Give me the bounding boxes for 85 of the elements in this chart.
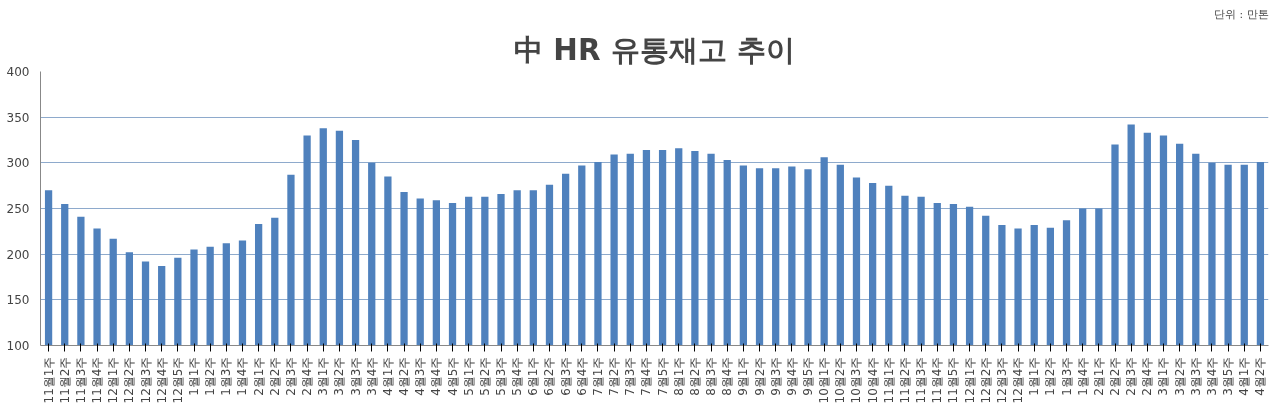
x-tick-label: 9월3주	[768, 356, 783, 396]
x-tick-label: 1월3주	[219, 356, 234, 396]
x-tick-label: 7월2주	[607, 356, 622, 396]
x-tick-label: 7월5주	[655, 356, 670, 396]
text: 단위 : 만톤	[1214, 7, 1269, 21]
x-tick-label: 1월2주	[1043, 356, 1058, 396]
x-tick-label: 11월1주	[881, 356, 896, 404]
x-tick-label: 8월2주	[687, 356, 702, 396]
x-tick-label: 2월1주	[251, 356, 266, 396]
x-tick-label: 4월1주	[1237, 356, 1252, 396]
x-tick-label: 11월3주	[73, 356, 88, 404]
y-tick-label: 200	[6, 247, 30, 262]
x-tick-label: 3월1주	[316, 356, 331, 396]
x-tick-label: 4월5주	[445, 356, 460, 396]
x-tick-label: 11월3주	[914, 356, 929, 404]
x-tick-label: 12월2주	[978, 356, 993, 404]
x-tick-label: 11월2주	[897, 356, 912, 404]
x-tick-label: 2월2주	[1108, 356, 1122, 396]
x-tick-label: 9월2주	[752, 356, 767, 396]
x-tick-label: 3월3주	[1188, 356, 1203, 396]
x-tick-label: 4월2주	[397, 356, 412, 396]
x-tick-label: 12월3주	[138, 356, 153, 404]
x-tick-label: 4월1주	[380, 356, 395, 396]
y-tick-label: 150	[6, 293, 30, 308]
x-tick-label: 2월1주	[1091, 356, 1106, 396]
x-tick-label: 9월4주	[784, 356, 799, 396]
x-tick-label: 10월1주	[817, 356, 832, 404]
x-tick-label: 3월2주	[332, 356, 347, 396]
x-tick-label: 12월5주	[170, 356, 185, 404]
x-tick-label: 1월1주	[187, 356, 201, 396]
x-tick-label: 6월3주	[558, 356, 573, 396]
y-tick-label: 350	[6, 110, 30, 125]
x-tick-label: 1월3주	[1059, 356, 1074, 396]
x-tick-label: 12월2주	[122, 356, 137, 404]
x-tick-label: 7월1주	[590, 356, 605, 396]
x-tick-label: 4월2주	[1253, 356, 1268, 396]
x-tick-label: 12월1주	[106, 356, 121, 404]
x-tick-label: 12월4주	[1011, 356, 1026, 404]
x-tick-label: 2월4주	[1140, 356, 1155, 396]
x-tick-label: 7월4주	[639, 356, 654, 396]
x-tick-label: 8월3주	[704, 356, 719, 396]
x-tick-label: 11월2주	[57, 356, 72, 404]
x-tick-label: 3월1주	[1156, 356, 1171, 396]
x-tick-label: 10월3주	[849, 356, 864, 404]
x-tick-label: 3월3주	[348, 356, 363, 396]
x-tick-label: 11월4주	[930, 356, 945, 404]
y-tick-label: 100	[6, 339, 30, 353]
x-tick-label: 11월5주	[946, 356, 961, 404]
x-tick-label: 8월4주	[720, 356, 735, 396]
x-tick-label: 12월4주	[154, 356, 169, 404]
x-tick-label: 2월4주	[300, 356, 315, 396]
x-tick-label: 11월1주	[41, 356, 56, 404]
x-tick-label: 3월4주	[1204, 356, 1219, 396]
x-tick-label: 2월3주	[283, 356, 298, 396]
x-tick-label: 10월4주	[865, 356, 880, 404]
x-tick-label: 9월5주	[801, 356, 815, 396]
x-tick-label: 2월2주	[267, 356, 282, 396]
x-tick-label: 1월4주	[235, 356, 250, 396]
y-tick-label: 300	[6, 156, 30, 171]
x-tick-label: 7월3주	[623, 356, 638, 396]
x-tick-label: 10월2주	[833, 356, 848, 404]
x-tick-label: 12월1주	[962, 356, 977, 404]
x-tick-label: 12월3주	[994, 356, 1009, 404]
x-tick-label: 9월1주	[736, 356, 751, 396]
x-tick-label: 6월4주	[574, 356, 589, 396]
y-tick-label: 400	[6, 65, 30, 79]
x-tick-label: 5월4주	[510, 356, 525, 396]
x-tick-label: 8월1주	[671, 356, 686, 396]
x-tick-label: 5월1주	[461, 356, 476, 396]
x-tick-label: 5월3주	[494, 356, 508, 396]
x-tick-label: 1월2주	[203, 356, 218, 396]
x-tick-label: 1월4주	[1075, 356, 1090, 396]
x-tick-label: 5월2주	[477, 356, 492, 396]
x-tick-label: 11월4주	[90, 356, 105, 404]
x-tick-label: 3월5주	[1221, 356, 1236, 396]
x-tick-label: 6월2주	[542, 356, 557, 396]
x-tick-label: 4월4주	[429, 356, 444, 396]
x-tick-label: 2월3주	[1124, 356, 1139, 396]
x-tick-label: 3월2주	[1172, 356, 1187, 396]
chart-title: 中 HR 유통재고 추이	[514, 32, 795, 67]
x-tick-label: 1월1주	[1027, 356, 1042, 396]
x-tick-label: 3월4주	[364, 356, 379, 396]
x-tick-label: 6월1주	[526, 356, 541, 396]
x-tick-label: 4월3주	[413, 356, 428, 396]
y-tick-label: 250	[6, 202, 30, 216]
